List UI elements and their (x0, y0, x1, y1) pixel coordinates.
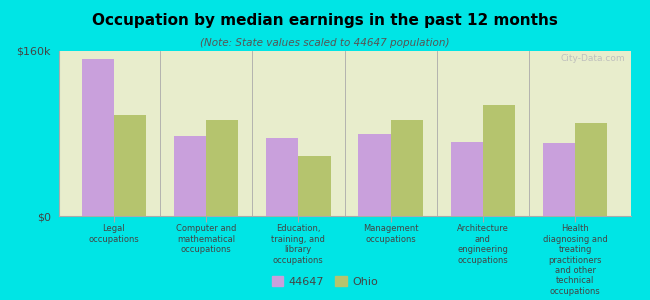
Text: (Note: State values scaled to 44647 population): (Note: State values scaled to 44647 popu… (200, 38, 450, 47)
Bar (266, 138, 298, 216)
Bar (543, 143, 575, 216)
Bar (358, 134, 391, 216)
Legend: 44647, Ohio: 44647, Ohio (268, 272, 382, 291)
Bar (206, 120, 239, 216)
Bar (298, 156, 331, 216)
Text: City-Data.com: City-Data.com (560, 54, 625, 63)
Bar (174, 136, 206, 216)
Bar (450, 142, 483, 216)
Bar (114, 115, 146, 216)
Bar (81, 59, 114, 216)
Text: Occupation by median earnings in the past 12 months: Occupation by median earnings in the pas… (92, 14, 558, 28)
Bar (483, 105, 515, 216)
Bar (575, 123, 608, 216)
Bar (391, 120, 423, 216)
